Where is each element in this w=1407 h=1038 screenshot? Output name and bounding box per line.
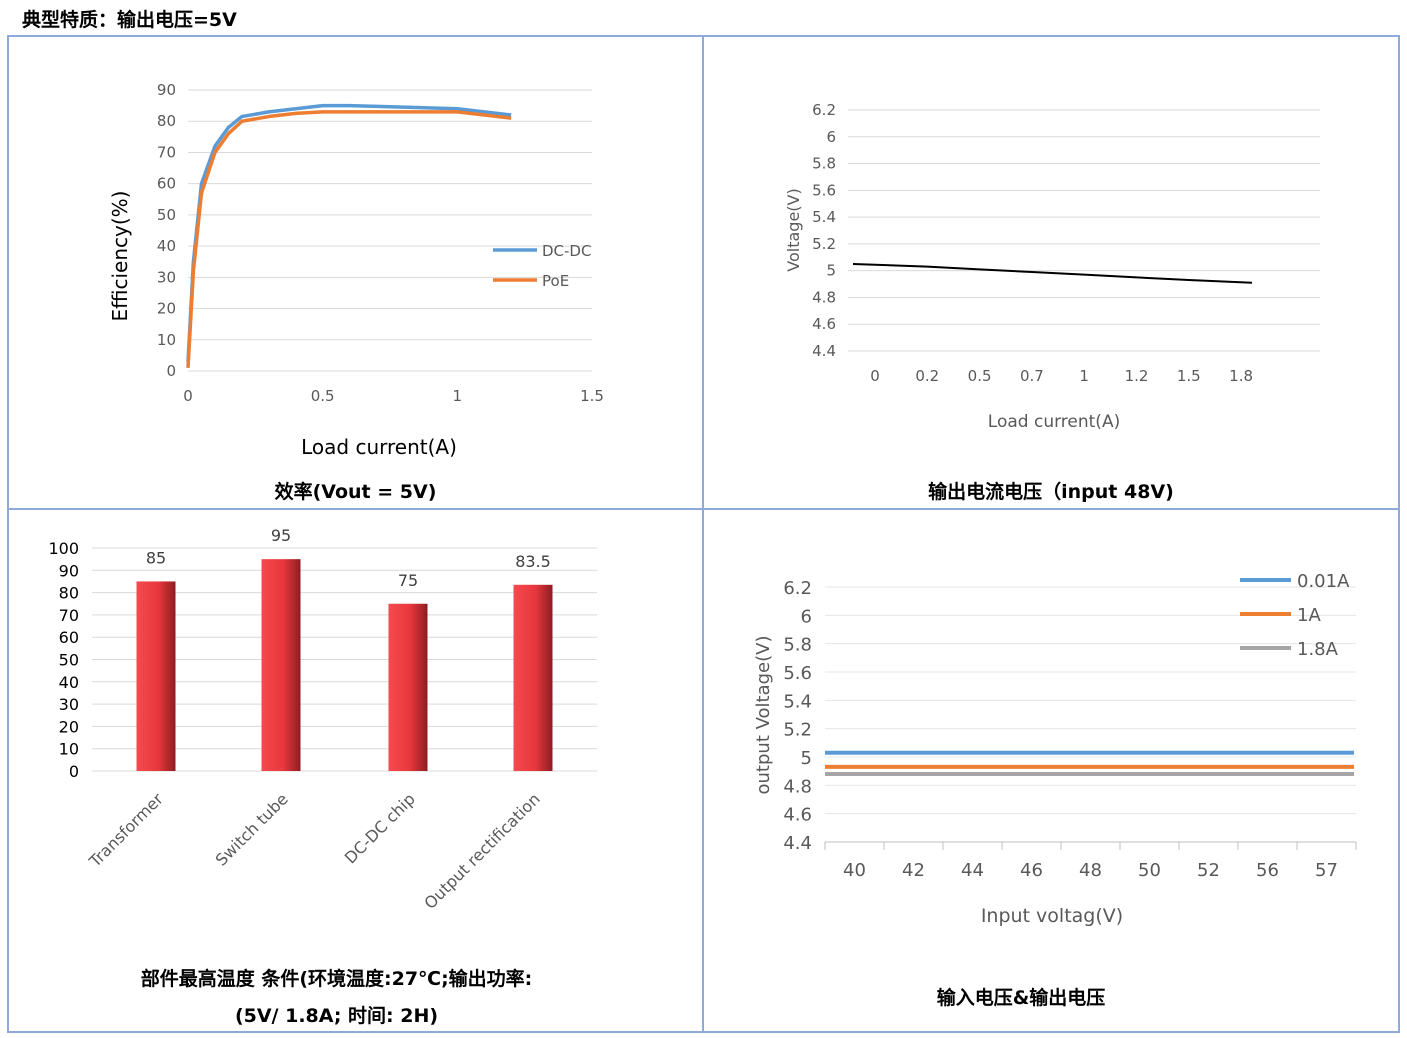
y-tick-label: 70 [157, 143, 176, 161]
x-tick-label: 0.5 [311, 387, 335, 405]
y-tick-label: 4.8 [812, 288, 836, 306]
y-tick-label: 4.8 [783, 776, 812, 797]
y-tick-label: 4.4 [812, 342, 836, 360]
y-tick-label: 30 [59, 695, 79, 714]
x-tick-label: 0 [183, 387, 193, 405]
y-tick-label: 70 [59, 606, 79, 625]
y-tick-label: 10 [157, 331, 176, 349]
y-tick-label: 6.2 [783, 578, 812, 599]
y-tick-label: 5.8 [812, 155, 836, 173]
x-axis-label: Load current(A) [301, 435, 457, 459]
y-tick-label: 6 [801, 606, 812, 627]
x-tick-label: 1 [1079, 367, 1089, 385]
y-tick-label: 50 [59, 651, 79, 670]
efficiency-caption: 效率(Vout = 5V) [274, 481, 437, 503]
y-axis-label: Efficiency(%) [108, 191, 132, 322]
grid-divider-vertical [702, 35, 704, 1033]
y-tick-label: 80 [59, 584, 79, 603]
series-line-poe [186, 110, 512, 368]
y-tick-label: 40 [157, 237, 176, 255]
y-axis-label: output Voltage(V) [753, 636, 774, 795]
x-tick-label: 46 [1020, 860, 1043, 881]
legend-label: 1A [1297, 605, 1321, 626]
x-tick-label: 0.2 [915, 367, 939, 385]
y-tick-label: 4.4 [783, 833, 812, 854]
legend-label: PoE [542, 272, 569, 290]
y-tick-label: 60 [157, 175, 176, 193]
y-tick-label: 5.4 [783, 691, 812, 712]
y-tick-label: 5 [801, 748, 812, 769]
x-tick-label: 1.5 [580, 387, 604, 405]
y-axis-label: Voltage(V) [784, 188, 803, 271]
x-tick-label: 50 [1138, 860, 1161, 881]
y-tick-label: 100 [48, 539, 79, 558]
bar-value-label: 75 [398, 571, 418, 590]
y-tick-label: 90 [157, 81, 176, 99]
temperature-caption-line2: (5V/ 1.8A; 时间: 2H) [234, 1005, 439, 1027]
bar [388, 603, 428, 771]
y-tick-label: 5.2 [783, 720, 812, 741]
y-tick-label: 10 [59, 740, 79, 759]
y-tick-label: 5 [826, 262, 836, 280]
x-tick-label: 0 [870, 367, 880, 385]
x-tick-label: 40 [843, 860, 866, 881]
x-tick-label: 56 [1256, 860, 1279, 881]
y-tick-label: 90 [59, 561, 79, 580]
temperature-caption-line1: 部件最高温度 条件(环境温度:27℃;输出功率: [140, 968, 533, 990]
y-tick-label: 20 [157, 300, 176, 318]
y-tick-label: 6 [826, 128, 836, 146]
legend-label: 0.01A [1297, 571, 1350, 592]
y-tick-label: 6.2 [812, 101, 836, 119]
x-tick-label: 44 [961, 860, 984, 881]
y-tick-label: 5.4 [812, 208, 836, 226]
x-axis-label: Load current(A) [988, 412, 1120, 432]
bar [136, 581, 176, 771]
x-tick-label: 1.8 [1229, 367, 1253, 385]
y-tick-label: 5.2 [812, 235, 836, 253]
y-tick-label: 4.6 [812, 315, 836, 333]
x-tick-label: 42 [902, 860, 925, 881]
legend-label: 1.8A [1297, 639, 1339, 660]
y-tick-label: 40 [59, 673, 79, 692]
y-tick-label: 4.6 [783, 805, 812, 826]
bar [513, 584, 553, 771]
y-tick-label: 0 [69, 762, 79, 781]
y-tick-label: 5.8 [783, 635, 812, 656]
load-regulation-caption: 输出电流电压（input 48V) [928, 481, 1174, 503]
y-tick-label: 20 [59, 717, 79, 736]
bar-value-label: 85 [146, 548, 166, 567]
x-tick-label: 0.7 [1020, 367, 1044, 385]
x-tick-label: 1.2 [1125, 367, 1149, 385]
series-line-dc-dc [186, 103, 512, 362]
y-tick-label: 60 [59, 628, 79, 647]
x-tick-label: 48 [1079, 860, 1102, 881]
bar-value-label: 95 [271, 526, 291, 545]
line-regulation-caption: 输入电压&输出电压 [936, 987, 1106, 1009]
y-tick-label: 0 [166, 362, 176, 380]
page-title: 典型特质：输出电压=5V [22, 9, 237, 31]
bar [261, 559, 301, 771]
x-axis-label: Input voltag(V) [981, 905, 1123, 927]
legend-label: DC-DC [542, 242, 591, 260]
y-tick-label: 30 [157, 268, 176, 286]
y-tick-label: 50 [157, 206, 176, 224]
x-tick-label: 1 [453, 387, 463, 405]
bar-value-label: 83.5 [515, 552, 551, 571]
y-tick-label: 80 [157, 112, 176, 130]
x-tick-label: 57 [1315, 860, 1338, 881]
y-tick-label: 5.6 [812, 181, 836, 199]
y-tick-label: 5.6 [783, 663, 812, 684]
series-line [852, 262, 1253, 284]
x-tick-label: 52 [1197, 860, 1220, 881]
grid-divider-horizontal [7, 508, 1400, 510]
x-tick-label: 1.5 [1177, 367, 1201, 385]
x-tick-label: 0.5 [968, 367, 992, 385]
